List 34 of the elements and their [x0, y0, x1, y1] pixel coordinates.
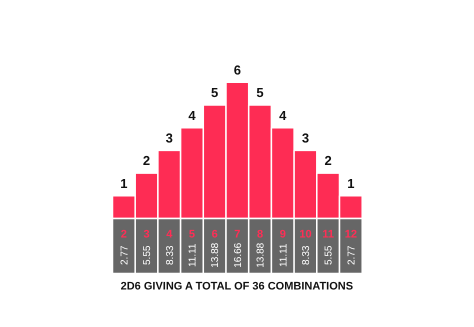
text: 11.11 — [278, 243, 290, 268]
x-tick-label: 10 — [299, 228, 312, 240]
x-tick-label: 5 — [188, 228, 196, 240]
text: 11.11 — [187, 243, 198, 268]
x-tick-label: 9 — [280, 228, 286, 240]
x-tick-label: 4 — [166, 228, 174, 240]
data-label: 5 — [211, 85, 218, 100]
text: 2.77 — [346, 245, 358, 266]
data-label: 3 — [166, 130, 173, 146]
text: 2.77 — [119, 245, 130, 266]
x-tick-label: 2 — [120, 228, 127, 240]
x-tick-label: 7 — [234, 228, 240, 240]
data-label: 3 — [302, 130, 310, 146]
text: 13.88 — [210, 242, 222, 268]
x-tick-label: 8 — [256, 228, 264, 240]
text: 5.55 — [142, 245, 154, 266]
data-label: 4 — [188, 108, 196, 123]
data-label: 2 — [142, 153, 150, 168]
x-tick-label: 3 — [143, 228, 150, 240]
text: 13.88 — [256, 242, 267, 268]
x-tick-label: 12 — [344, 228, 357, 240]
text: 16.66 — [232, 242, 244, 268]
data-label: 1 — [347, 176, 354, 191]
text: 8.33 — [300, 245, 312, 266]
data-label: 4 — [279, 108, 288, 123]
text: 5.55 — [324, 245, 335, 266]
text: 2D6 GIVING A TOTAL OF 36 COMBINATIONS — [120, 280, 354, 293]
data-label: 6 — [234, 62, 241, 78]
x-tick-label: 11 — [322, 228, 334, 240]
data-label: 2 — [324, 153, 332, 168]
data-label: 5 — [256, 85, 264, 100]
x-tick-label: 6 — [212, 228, 218, 240]
data-label: 1 — [120, 176, 128, 191]
text: 8.33 — [164, 245, 176, 266]
